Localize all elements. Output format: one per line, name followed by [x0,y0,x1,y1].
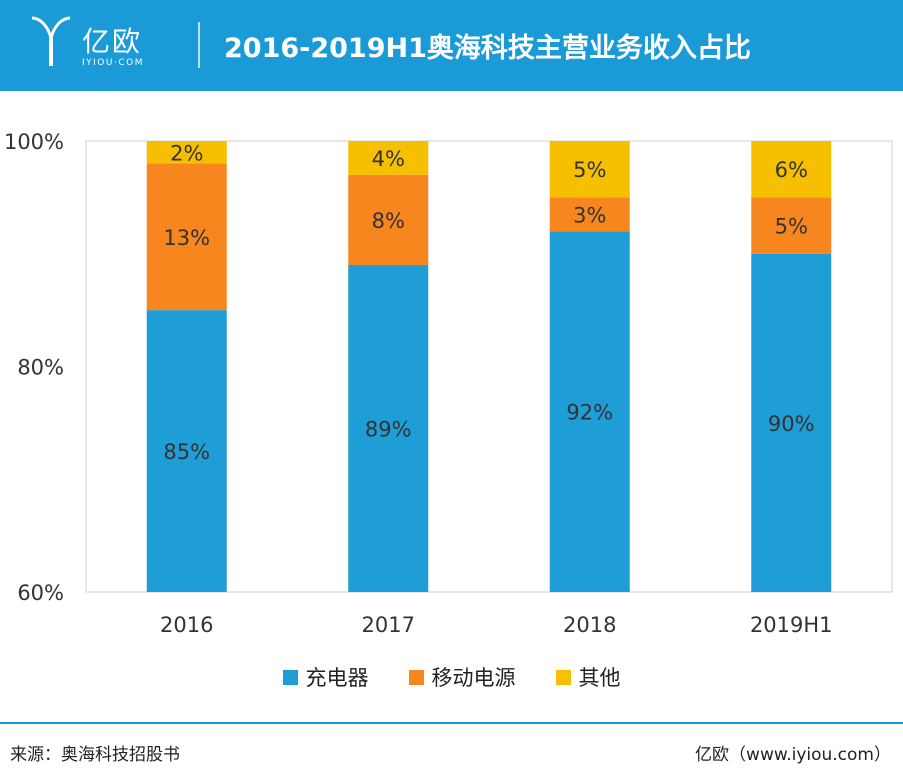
bar-segment [751,253,832,592]
legend-item-power-bank: 移动电源 [408,662,516,692]
bar-segment [348,265,429,592]
footer-brand: 亿欧（www.iyiou.com） [695,745,891,765]
bar-segment [146,141,227,164]
data-label: 92% [566,401,613,425]
bar-segment [348,174,429,266]
data-label: 90% [768,412,815,436]
x-tick-label: 2019H1 [750,613,833,637]
data-label: 2% [170,141,203,165]
x-tick-label: 2018 [563,613,616,637]
data-label: 13% [163,226,210,250]
bar-segment [751,197,832,254]
logo: 亿欧 IYIOU·COM [30,14,190,76]
bar-segment [549,141,630,198]
y-tick-label: 100% [4,130,64,154]
header-divider [198,22,200,68]
data-label: 6% [775,158,808,182]
footer-divider [0,722,903,724]
plot-frame [85,140,893,593]
bar-segment [549,231,630,592]
bar-segment [146,163,227,311]
logo-mark-icon [31,16,71,66]
legend-swatch-power-bank [408,669,424,685]
bar-segment [751,141,832,198]
page-title: 2016-2019H1奥海科技主营业务收入占比 [224,33,751,64]
y-tick-label: 80% [17,356,64,380]
legend-item-other: 其他 [555,662,621,692]
logo-text: 亿欧 [82,25,143,58]
legend-label-other: 其他 [578,666,621,690]
stacked-bar-chart: 60% 80% 100% 85% 13% 2% 2016 89% 8% 4% 2017 92% 3% 5%… [4,130,893,637]
y-tick-label: 60% [17,581,64,605]
bar-segment [549,197,630,232]
legend-swatch-other [555,669,571,685]
data-label: 5% [775,215,808,239]
bar-segment [146,310,227,592]
data-label: 85% [163,440,210,464]
header-bar: 亿欧 IYIOU·COM 2016-2019H1奥海科技主营业务收入占比 [0,0,903,91]
data-label: 5% [573,158,606,182]
data-label: 89% [365,418,412,442]
legend-swatch-charger [282,669,298,685]
legend-label-charger: 充电器 [305,666,369,690]
data-label: 4% [372,147,405,171]
data-label: 8% [372,209,405,233]
x-tick-label: 2017 [362,613,415,637]
legend-label-power-bank: 移动电源 [431,666,516,690]
bar-segment [348,141,429,175]
chart-legend: 充电器 移动电源 其他 [0,660,903,694]
footer-source: 来源：奥海科技招股书 [10,745,180,765]
legend-item-charger: 充电器 [282,662,369,692]
x-tick-label: 2016 [160,613,213,637]
logo-subtext: IYIOU·COM [82,58,144,68]
data-label: 3% [573,203,606,227]
